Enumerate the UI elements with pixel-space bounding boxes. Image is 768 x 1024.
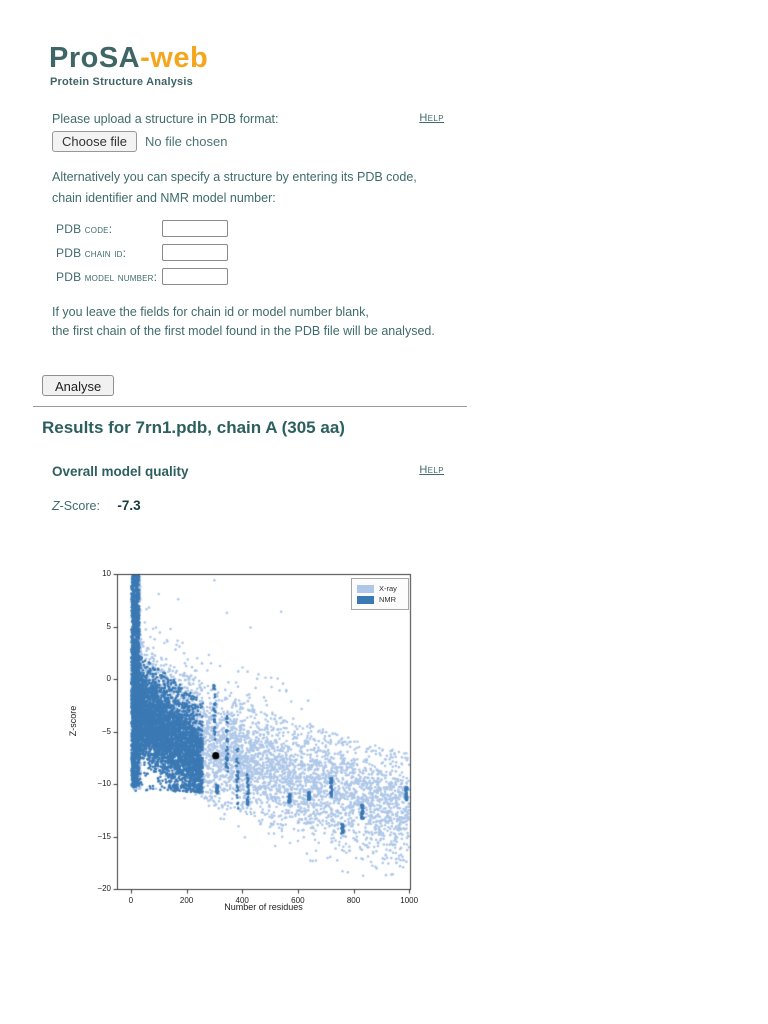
blank-fields-note: If you leave the fields for chain id or …	[52, 303, 768, 341]
plot-legend: X-ray NMR	[351, 578, 409, 610]
form-row-pdb-code: PDB code:	[56, 219, 768, 238]
note-line1: If you leave the fields for chain id or …	[52, 305, 369, 319]
pdb-model-number-label: PDB model number:	[56, 269, 158, 284]
tick-label: 800	[346, 896, 361, 905]
overall-quality-title: Overall model quality	[52, 464, 189, 479]
upload-section: Please upload a structure in PDB format:…	[52, 112, 768, 152]
xray-swatch	[357, 584, 374, 593]
tick-label: −15	[97, 831, 111, 841]
xray-legend-label: X-ray	[379, 584, 397, 593]
choose-file-button[interactable]: Choose file	[52, 131, 138, 152]
zscore-value: -7.3	[117, 498, 141, 513]
tick-label: 1000	[400, 896, 419, 905]
upload-help-link[interactable]: Help	[419, 112, 444, 124]
logo-accent: -web	[140, 42, 209, 74]
pdb-chain-id-input[interactable]	[162, 244, 228, 261]
form-row-pdb-chain-id: PDB chain id:	[56, 243, 768, 262]
pdb-code-label: PDB code:	[56, 221, 113, 236]
zscore-label: Z	[52, 499, 60, 513]
y-axis-label: Z-score	[68, 705, 78, 737]
tick-label: 600	[291, 896, 305, 905]
file-status-text: No file chosen	[145, 134, 228, 149]
nmr-swatch	[357, 595, 374, 604]
zscore-scatter-canvas	[65, 566, 421, 918]
alt-entry-line1: Alternatively you can specify a structur…	[52, 170, 417, 184]
pdb-chain-id-label: PDB chain id:	[56, 245, 127, 260]
tick-label: −10	[97, 779, 111, 788]
logo-subtitle: Protein Structure Analysis	[50, 76, 193, 88]
upload-prompt: Please upload a structure in PDB format:	[52, 112, 279, 126]
zscore-plot-figure: Z-score Number of residues X-ray NMR 0 20…	[65, 566, 421, 918]
main-content: ProSA-web Protein Structure Analysis Ple…	[33, 44, 768, 918]
zscore-label-rest: -Score:	[59, 499, 100, 513]
tick-label: −5	[101, 726, 111, 736]
results-heading: Results for 7rn1.pdb, chain A (305 aa)	[42, 418, 345, 437]
alt-entry-line2: chain identifier and NMR model number:	[52, 191, 276, 205]
section-divider	[33, 406, 467, 407]
zscore-row: Z-Score: -7.3	[52, 498, 768, 513]
alt-entry-intro: Alternatively you can specify a structur…	[52, 167, 768, 209]
form-row-pdb-model-number: PDB model number:	[56, 267, 768, 286]
pdb-code-input[interactable]	[162, 220, 228, 237]
analyse-button[interactable]: Analyse	[42, 375, 115, 396]
tick-label: 0	[128, 896, 134, 905]
pdb-entry-form: PDB code: PDB chain id: PDB model number…	[56, 219, 768, 286]
tick-label: 400	[235, 896, 249, 905]
tick-label: 10	[102, 569, 111, 578]
logo-primary: ProSA	[49, 42, 141, 74]
overall-help-link[interactable]: Help	[419, 464, 444, 476]
legend-entry-nmr: NMR	[357, 595, 403, 604]
overall-quality-section: Overall model quality Help Z-Score: -7.3	[52, 464, 768, 513]
tick-label: 5	[106, 621, 111, 631]
app-logo: ProSA-web	[49, 44, 768, 73]
note-line2: the first chain of the first model found…	[52, 324, 435, 338]
x-axis-label: Number of residues	[224, 902, 303, 912]
pdb-model-number-input[interactable]	[162, 268, 228, 285]
nmr-legend-label: NMR	[379, 595, 397, 604]
tick-label: −20	[97, 884, 111, 893]
pdb-file-input[interactable]: Choose file No file chosen	[52, 131, 768, 152]
tick-label: 0	[106, 674, 111, 683]
legend-entry-xray: X-ray	[357, 584, 403, 593]
tick-label: 200	[179, 896, 194, 905]
